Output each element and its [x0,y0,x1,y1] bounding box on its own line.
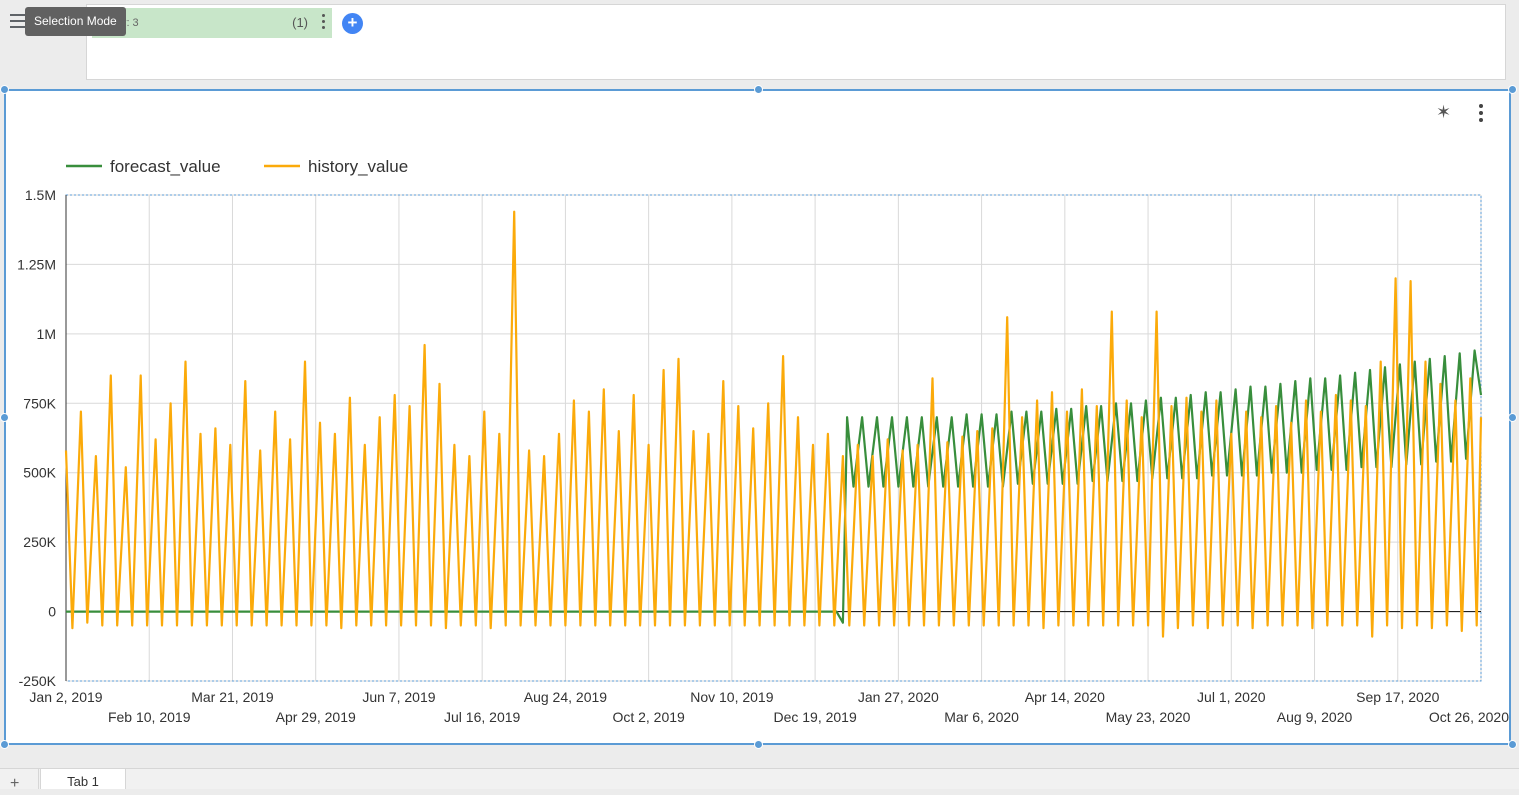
tab-1[interactable]: Tab 1 [40,768,126,789]
resize-handle-bottom[interactable] [754,740,763,749]
x-tick-label: Apr 14, 2020 [1025,689,1105,705]
x-tick-label: Feb 10, 2019 [108,709,191,725]
add-filter-button[interactable]: + [342,13,363,34]
menu-icon[interactable] [10,14,28,30]
resize-handle-left[interactable] [0,413,9,422]
x-tick-label: Apr 29, 2019 [276,709,356,725]
legend-label: history_value [308,157,408,176]
more-vert-icon[interactable] [322,14,326,32]
chart-panel[interactable] [4,89,1511,745]
x-tick-label: Jun 7, 2019 [362,689,435,705]
y-tick-label: 0 [48,604,56,620]
x-tick-label: Nov 10, 2019 [690,689,773,705]
x-tick-label: Aug 9, 2020 [1277,709,1353,725]
tab-divider [38,769,39,789]
chart-more-icon[interactable] [1479,104,1483,125]
resize-handle-bottom-right[interactable] [1508,740,1517,749]
tab-bar: + Tab 1 [0,768,1519,792]
y-tick-label: 1.25M [17,256,56,272]
x-tick-label: Jul 16, 2019 [444,709,520,725]
y-tick-label: 750K [23,395,56,411]
resize-handle-top-left[interactable] [0,85,9,94]
x-tick-label: Jul 1, 2020 [1197,689,1266,705]
x-tick-label: Jan 27, 2020 [858,689,939,705]
x-tick-label: May 23, 2020 [1106,709,1191,725]
line-chart: -250K 0 250K 500K 750K 1M 1.25M 1.5M Jan 2, 2019… [17,157,1509,725]
y-tick-label: 500K [23,465,56,481]
x-tick-label: Dec 19, 2019 [773,709,856,725]
resize-handle-bottom-left[interactable] [0,740,9,749]
filter-chip[interactable]: Filter: 3 (1) [92,8,332,38]
selection-mode-tooltip: Selection Mode [25,7,126,36]
y-tick-label: 1.5M [25,187,56,203]
add-tab-icon[interactable]: + [10,775,20,792]
x-tick-label: Oct 26, 2020 [1429,709,1509,725]
resize-handle-top-right[interactable] [1508,85,1517,94]
resize-handle-top[interactable] [754,85,763,94]
resize-handle-right[interactable] [1508,413,1517,422]
history-line [64,210,1483,638]
chart-interactions-icon[interactable]: ✶ [1436,102,1452,122]
legend-label: forecast_value [110,157,221,176]
x-tick-label: Oct 2, 2019 [612,709,685,725]
x-tick-label: Jan 2, 2019 [29,689,102,705]
y-tick-label: 1M [37,326,56,342]
x-tick-label: Mar 21, 2019 [191,689,274,705]
x-tick-label: Mar 6, 2020 [944,709,1019,725]
x-tick-label: Aug 24, 2019 [524,689,608,705]
y-tick-label: -250K [19,673,57,689]
y-tick-label: 250K [23,534,56,550]
x-tick-label: Sep 17, 2020 [1356,689,1440,705]
filter-chip-count: (1) [292,15,308,30]
